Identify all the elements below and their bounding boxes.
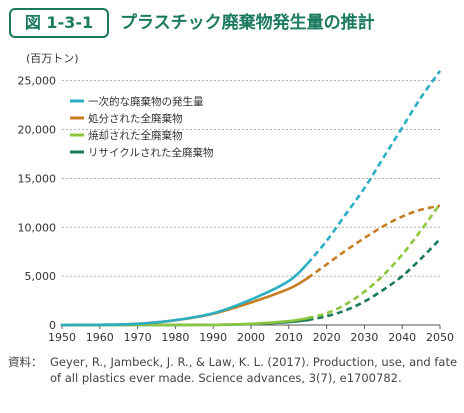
y-tick-label: 10,000 bbox=[18, 221, 57, 234]
series-line-projection bbox=[306, 70, 442, 265]
y-tick-label: 5,000 bbox=[25, 270, 57, 283]
x-tick-label: 1990 bbox=[199, 331, 227, 344]
legend-entry: 一次的な廃棄物の発生量 bbox=[88, 95, 204, 108]
y-tick-label: 0 bbox=[49, 319, 56, 332]
series-line-projection bbox=[307, 238, 441, 322]
series-lines bbox=[60, 70, 442, 327]
figure-title: プラスチック廃棄物発生量の推計 bbox=[120, 13, 375, 33]
series-line-projection bbox=[306, 204, 441, 280]
x-tick-label: 2050 bbox=[426, 331, 454, 344]
series-line-projection bbox=[307, 203, 442, 320]
legend-entry: 焼却された全廃棄物 bbox=[88, 129, 183, 142]
y-tick-label: 20,000 bbox=[18, 124, 57, 137]
legend-entry: 処分された全廃棄物 bbox=[88, 112, 183, 125]
x-tick-label: 1980 bbox=[161, 331, 189, 344]
y-tick-label: 25,000 bbox=[18, 75, 57, 88]
y-tick-label: 15,000 bbox=[18, 172, 57, 185]
source-label: 資料： bbox=[8, 355, 43, 369]
x-tick-label: 1960 bbox=[86, 331, 114, 344]
legend-entry: リサイクルされた全廃棄物 bbox=[88, 146, 213, 159]
x-tick-label: 2020 bbox=[313, 331, 341, 344]
x-tick-label: 1970 bbox=[124, 331, 152, 344]
x-tick-label: 2000 bbox=[237, 331, 265, 344]
y-axis-ticks: 0 5,000 10,000 15,000 20,000 25,000 bbox=[18, 75, 57, 332]
legend: 一次的な廃棄物の発生量処分された全廃棄物焼却された全廃棄物リサイクルされた全廃棄… bbox=[70, 95, 213, 159]
x-tick-label: 2010 bbox=[275, 331, 303, 344]
source-text: Geyer, R., Jambeck, J. R., & Law, K. L. … bbox=[50, 355, 458, 385]
x-axis-ticks: 1950 1960 1970 1980 1990 2000 2010 2020 2030 2040… bbox=[48, 325, 454, 344]
grid-lines bbox=[62, 80, 440, 277]
figure-number-badge: 図 1-3-1 bbox=[9, 8, 109, 38]
source-citation: 資料： Geyer, R., Jambeck, J. R., & Law, K.… bbox=[8, 354, 460, 386]
y-axis-unit-label: (百万トン) bbox=[26, 52, 79, 65]
x-tick-label: 2040 bbox=[388, 331, 416, 344]
x-tick-label: 1950 bbox=[48, 331, 76, 344]
series-line-solid bbox=[60, 262, 309, 327]
x-tick-label: 2030 bbox=[350, 331, 378, 344]
